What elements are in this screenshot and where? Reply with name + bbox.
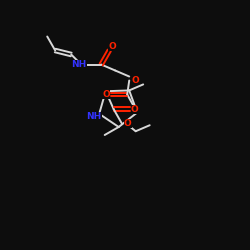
- Text: O: O: [102, 90, 110, 99]
- Text: O: O: [108, 42, 116, 51]
- Text: NH: NH: [72, 60, 87, 69]
- Text: O: O: [124, 119, 132, 128]
- Text: O: O: [131, 76, 139, 85]
- Text: NH: NH: [86, 112, 102, 121]
- Text: O: O: [131, 105, 138, 114]
